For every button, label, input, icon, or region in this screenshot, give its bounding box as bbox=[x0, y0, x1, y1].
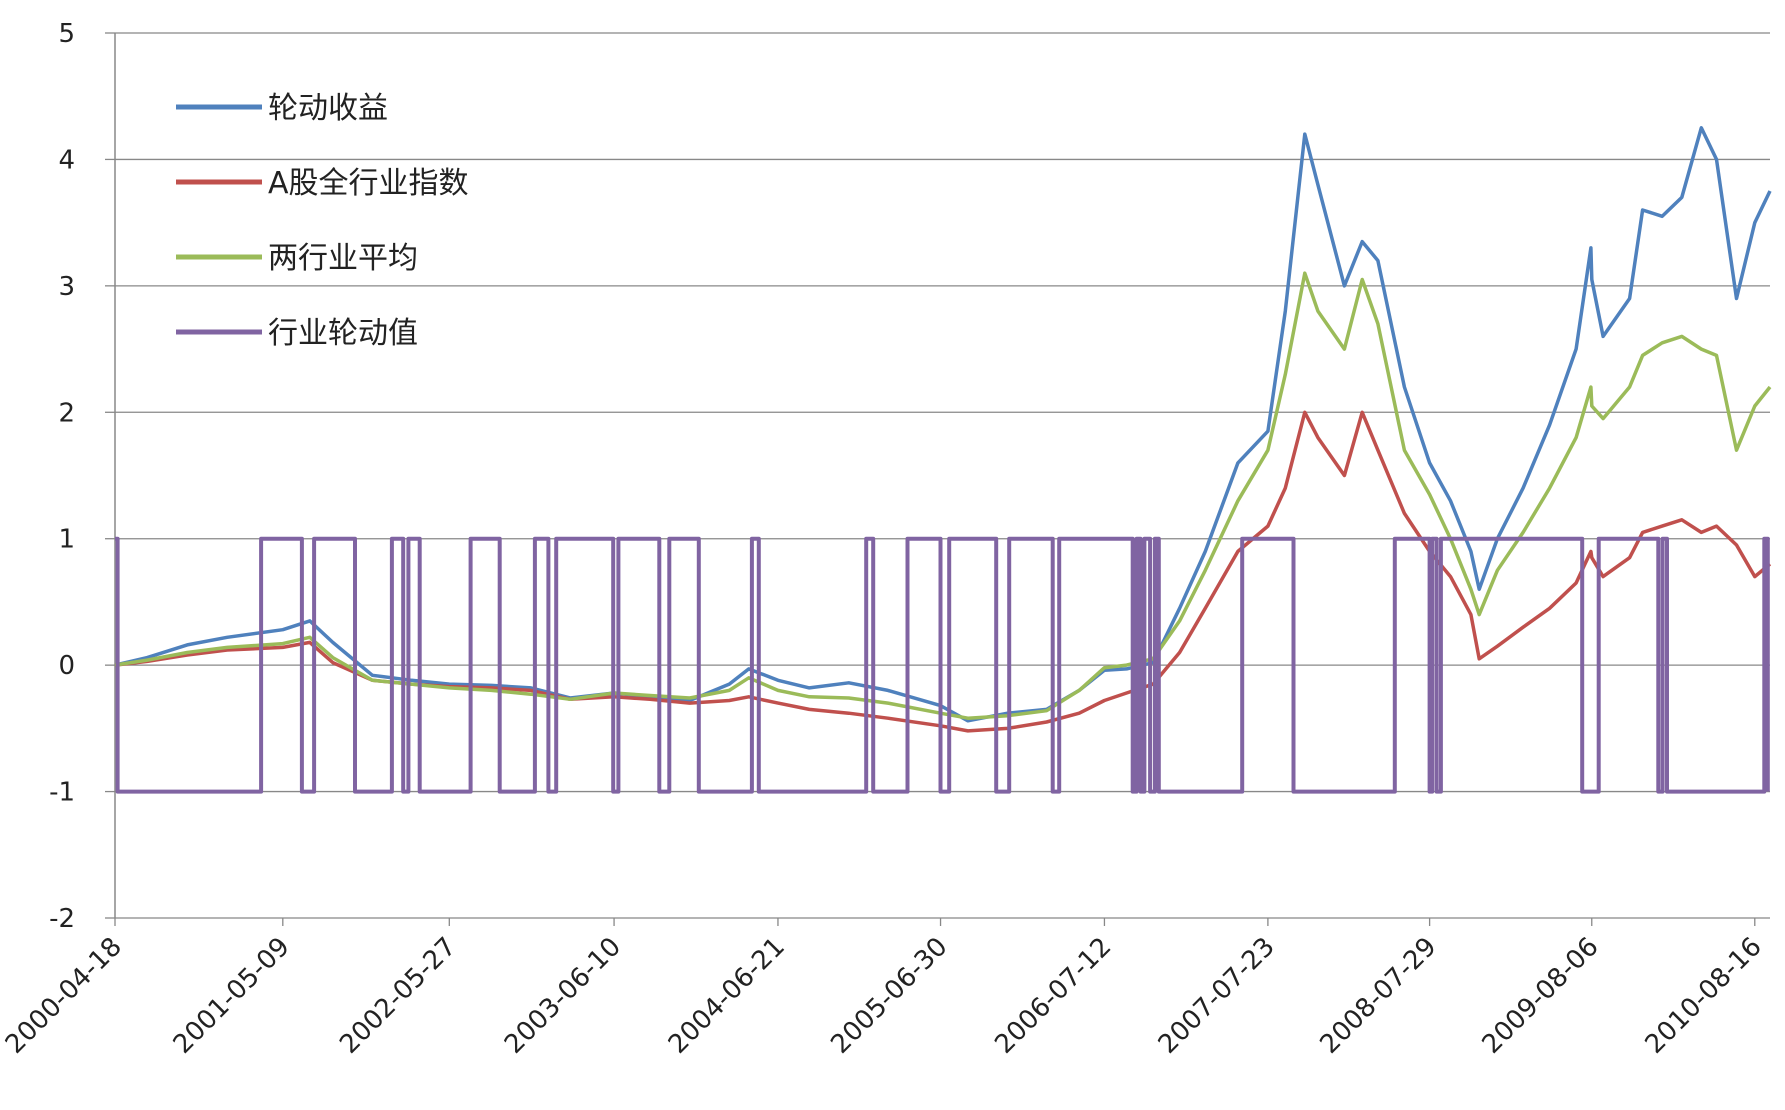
x-tick-label: 2009-08-06 bbox=[1477, 932, 1605, 1060]
y-tick-label: -1 bbox=[49, 778, 75, 808]
legend-label-1: 轮动收益 bbox=[268, 91, 388, 126]
y-tick-label: 3 bbox=[58, 272, 75, 302]
series-lines bbox=[114, 126, 1772, 794]
series-line-3 bbox=[114, 271, 1772, 720]
x-tick-label: 2006-07-12 bbox=[989, 932, 1117, 1060]
x-tick-label: 2002-05-27 bbox=[334, 932, 462, 1060]
x-tick-label: 2007-07-23 bbox=[1153, 932, 1281, 1060]
x-tick-label: 2003-06-10 bbox=[499, 932, 627, 1060]
y-tick-label: 2 bbox=[58, 398, 75, 428]
y-tick-label: 5 bbox=[58, 19, 75, 49]
x-tick-label: 2008-07-29 bbox=[1314, 932, 1442, 1060]
y-tick-label: 0 bbox=[58, 651, 75, 681]
legend-label-3: 两行业平均 bbox=[268, 241, 418, 276]
x-tick-label: 2000-04-18 bbox=[0, 932, 128, 1060]
x-tick-label: 2010-08-16 bbox=[1640, 932, 1768, 1060]
legend-label-2: A股全行业指数 bbox=[268, 166, 469, 201]
series-line-2 bbox=[114, 410, 1772, 733]
legend-label-4: 行业轮动值 bbox=[268, 316, 418, 351]
series-line-1 bbox=[114, 126, 1772, 723]
y-tick-label: 1 bbox=[58, 525, 75, 555]
x-tick-label: 2005-06-30 bbox=[825, 932, 953, 1060]
series-line-4 bbox=[115, 536, 1770, 794]
y-tick-label: 4 bbox=[58, 145, 75, 175]
y-tick-label: -2 bbox=[49, 904, 75, 934]
x-tick-label: 2004-06-21 bbox=[663, 932, 791, 1060]
x-tick-label: 2001-05-09 bbox=[168, 932, 296, 1060]
